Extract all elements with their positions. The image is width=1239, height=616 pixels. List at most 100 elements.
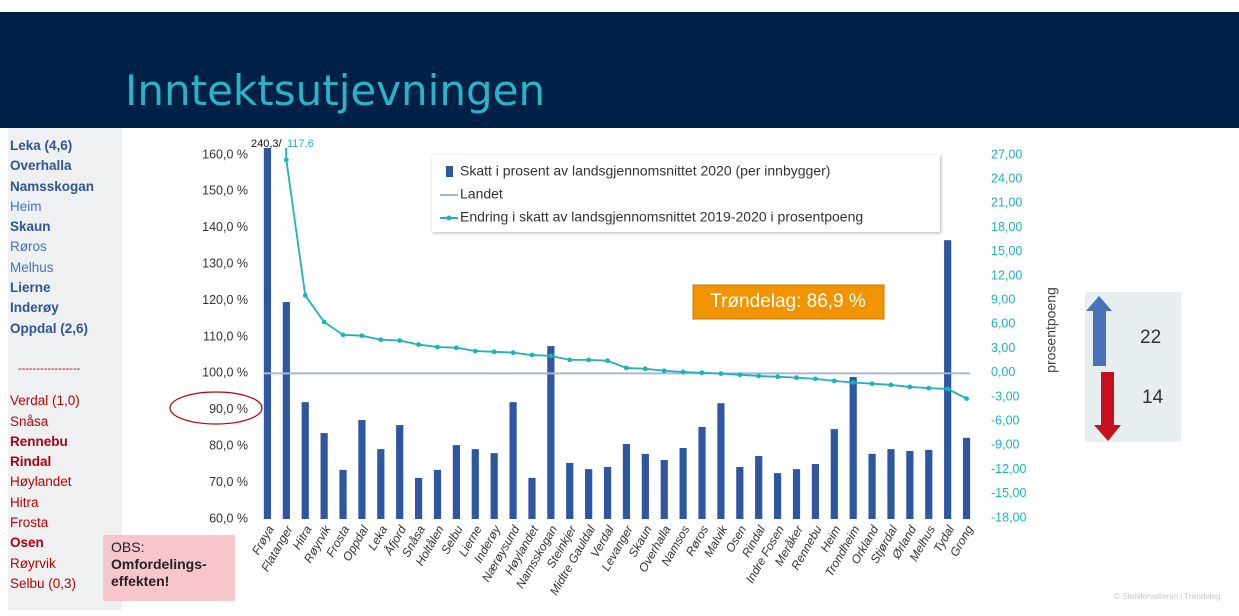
line-point [850, 380, 856, 385]
y2-tick-label: -12,00 [991, 462, 1026, 476]
annotation: 240,3/ [251, 138, 283, 150]
y-tick-label: 80,0 % [209, 438, 248, 452]
up-arrow [1086, 296, 1112, 366]
line-point [359, 333, 365, 339]
line-point [435, 344, 440, 350]
sidebar-item: Hitra [10, 494, 39, 510]
line-point [680, 369, 686, 375]
legend-swatch [446, 215, 452, 221]
footer: © Statsforvalteren i Trøndelag [1114, 592, 1221, 601]
line-point [378, 337, 384, 343]
bar [358, 419, 366, 519]
line-point [472, 348, 478, 354]
line-point [964, 396, 969, 402]
sidebar-item: Lierne [10, 280, 51, 296]
line-point [718, 371, 724, 377]
line-point [642, 366, 648, 372]
y2-tick-label: 24,00 [991, 171, 1022, 185]
bar [490, 453, 498, 519]
obs-text: effekten! [111, 573, 170, 589]
bar [320, 433, 328, 519]
sidebar-item: Røyrvik [10, 555, 56, 571]
bar [944, 240, 952, 519]
line-point [321, 319, 327, 325]
bar [452, 445, 460, 519]
line-point [831, 378, 837, 384]
line-point [869, 381, 875, 387]
y2-axis-label: prosentpoeng [1043, 287, 1059, 373]
line-point [605, 358, 610, 364]
line-point [699, 370, 705, 376]
y2-tick-label: 21,00 [991, 196, 1022, 210]
sidebar-item: Selbu (0,3) [10, 575, 77, 591]
line-point [926, 385, 932, 391]
y-tick-label: 150,0 % [202, 184, 248, 198]
legend-swatch [446, 166, 453, 177]
line [285, 148, 967, 400]
line-point [945, 386, 951, 392]
sidebar-item: Namsskogan [10, 178, 95, 194]
y2-tick-label: 27,00 [991, 147, 1022, 161]
sidebar-item: Overhalla [10, 158, 72, 174]
bar [433, 469, 442, 519]
sidebar-item: Frosta [10, 515, 49, 531]
sidebar-item: Melhus [10, 259, 54, 275]
sidebar-item: Osen [10, 535, 44, 551]
line-point [737, 372, 743, 378]
line-point [302, 292, 308, 298]
sidebar-item: Verdal (1,0) [10, 393, 80, 409]
y-tick-label: 90,0 % [209, 402, 248, 416]
y2-tick-label: 12,00 [991, 268, 1022, 282]
line-point [510, 350, 516, 356]
obs-box: OBS: Omfordelings-effekten! [103, 535, 235, 601]
bar [585, 469, 593, 519]
line-point [453, 345, 459, 351]
y-tick-label: 110,0 % [203, 329, 248, 343]
y2-tick-label: -6,00 [991, 413, 1020, 427]
bar [641, 453, 649, 519]
callout: Trøndelag: 86,9 % [710, 291, 866, 312]
bar [509, 402, 517, 519]
bar [263, 148, 272, 519]
bar [830, 429, 838, 519]
sidebar-item: Inderøy [10, 300, 59, 316]
bar [282, 302, 290, 519]
bar [887, 449, 895, 519]
line-point [661, 368, 667, 374]
bar [396, 425, 404, 519]
bar [962, 437, 971, 519]
sidebar: Leka (4,6) Overhalla Namsskogan Heim Skaun Rø… [8, 128, 122, 610]
obs-label: OBS: [111, 539, 145, 555]
sidebar-item: Røros [10, 239, 47, 255]
y2-tick-label: 3,00 [991, 341, 1015, 355]
bar [774, 473, 782, 519]
sidebar-item: Rennebu [10, 433, 68, 449]
bar [528, 477, 536, 519]
line-point [416, 342, 422, 347]
bar [698, 426, 706, 519]
bar [792, 469, 801, 519]
callout-box [692, 284, 885, 320]
sidebar-item: Høylandet [10, 474, 72, 490]
bar [925, 449, 933, 519]
bar [849, 377, 857, 519]
line-point [794, 375, 799, 381]
sidebar-item: Leka (4,6) [10, 138, 73, 153]
sidebar-item: Heim [10, 198, 42, 214]
bar [622, 444, 631, 519]
down-arrow [1094, 372, 1121, 441]
slide-title: Inntektsutjevningen [125, 66, 546, 115]
sidebar-item: Rindal [10, 454, 52, 470]
line-point [624, 365, 629, 371]
bar [566, 462, 574, 519]
line-point [397, 338, 403, 343]
y-tick-label: 70,0 % [209, 475, 248, 489]
bar [755, 456, 763, 519]
bar [906, 450, 914, 519]
legend-box [432, 155, 940, 232]
line-point [529, 352, 535, 358]
bar [679, 448, 687, 519]
line-point [491, 349, 497, 355]
legend-label: Landet [460, 186, 503, 202]
bar [811, 464, 819, 519]
